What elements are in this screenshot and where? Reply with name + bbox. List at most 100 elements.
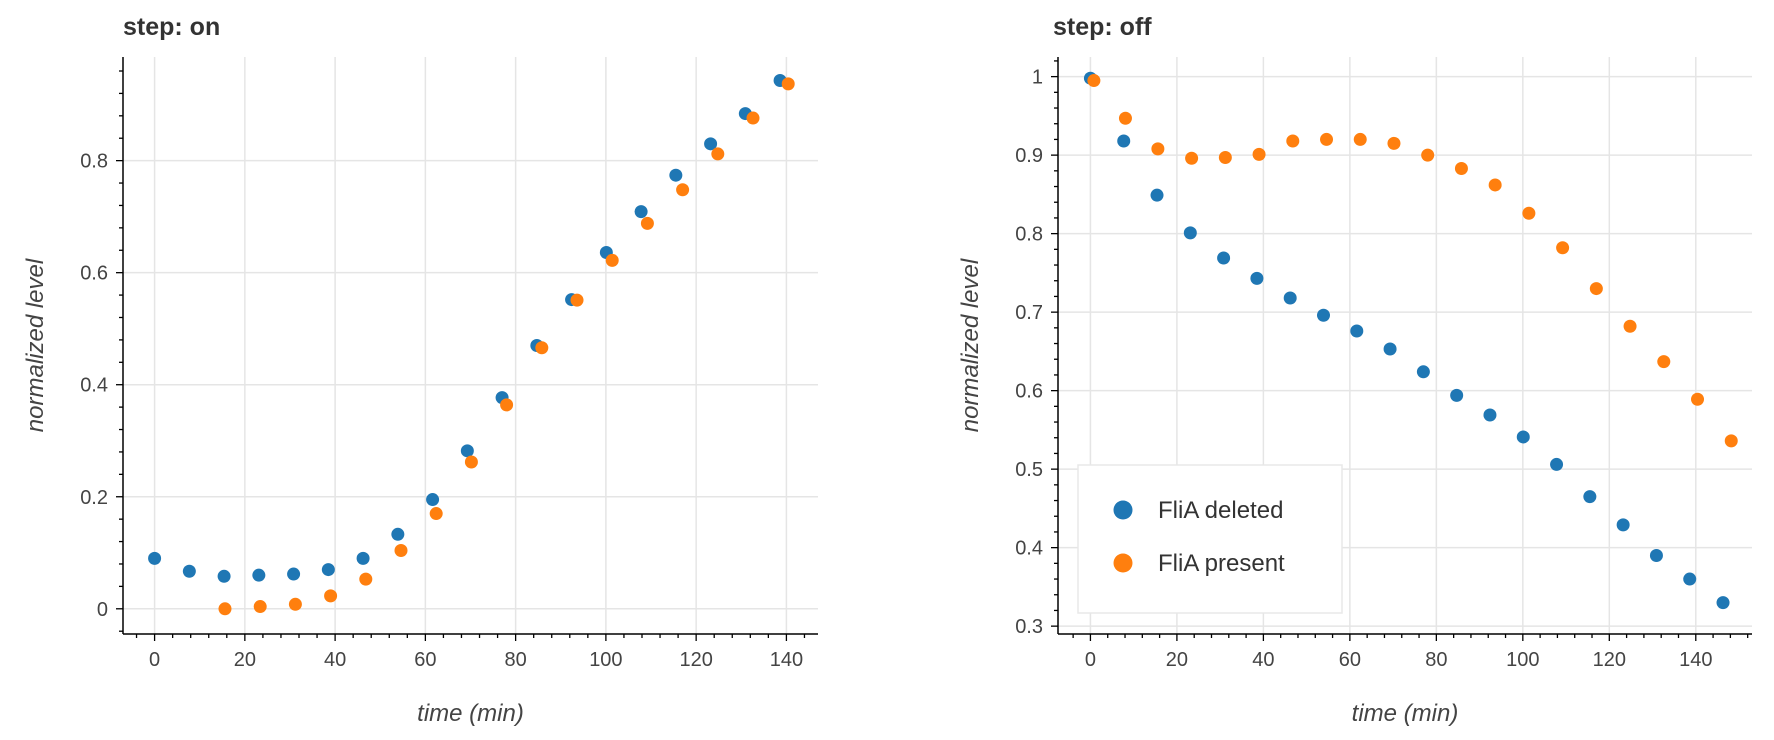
x-tick-label: 0 — [149, 649, 160, 671]
data-point — [391, 527, 405, 541]
data-point — [1218, 150, 1232, 164]
x-tick-label: 60 — [414, 649, 436, 671]
y-tick-label: 0.5 — [1015, 459, 1043, 481]
x-tick-label: 120 — [1593, 649, 1626, 671]
data-point — [1623, 319, 1637, 333]
data-point — [1483, 408, 1497, 422]
x-tick-label: 0 — [1085, 649, 1096, 671]
x-tick-labels: 0 20 40 60 80 100 120 140 — [149, 649, 803, 671]
y-tick-label: 0 — [97, 599, 108, 621]
legend-box — [1077, 464, 1343, 614]
data-point — [1657, 355, 1671, 369]
data-point — [1150, 188, 1164, 202]
data-point — [1252, 147, 1266, 161]
legend: FliA deleted FliA present — [1077, 464, 1343, 614]
data-point — [1283, 291, 1297, 305]
x-axis-label: time (min) — [1352, 700, 1459, 727]
data-point — [1118, 111, 1132, 125]
data-point — [253, 600, 267, 614]
data-point — [356, 551, 370, 565]
data-point — [500, 398, 514, 412]
data-point — [1217, 251, 1231, 265]
y-tick-label: 0.3 — [1015, 616, 1043, 638]
data-point — [429, 507, 443, 521]
y-tick-label: 0.6 — [80, 263, 108, 285]
data-point — [711, 147, 725, 161]
x-tick-label: 80 — [1425, 649, 1447, 671]
data-point — [1286, 134, 1300, 148]
data-point — [1183, 226, 1197, 240]
legend-marker-fliA-present — [1113, 553, 1133, 573]
legend-marker-fliA-deleted — [1113, 500, 1133, 520]
data-point — [394, 544, 408, 558]
data-point — [1250, 271, 1264, 285]
data-point — [287, 567, 301, 581]
data-point — [426, 493, 440, 507]
data-point — [1583, 490, 1597, 504]
data-point — [570, 293, 584, 307]
data-point — [1454, 161, 1468, 175]
data-point — [676, 183, 690, 197]
x-tick-label: 20 — [1166, 649, 1188, 671]
data-point — [1416, 365, 1430, 379]
grid-lines — [123, 57, 818, 634]
data-point — [1716, 596, 1730, 610]
x-tick-label: 80 — [505, 649, 527, 671]
data-point — [669, 168, 683, 182]
x-tick-label: 100 — [1506, 649, 1539, 671]
data-point — [182, 564, 196, 578]
data-point — [288, 597, 302, 611]
data-point — [781, 77, 795, 91]
data-points — [1083, 71, 1738, 610]
y-tick-label: 0.2 — [80, 487, 108, 509]
data-point — [1683, 572, 1697, 586]
data-point — [1383, 342, 1397, 356]
x-tick-label: 140 — [1679, 649, 1712, 671]
data-point — [1185, 151, 1199, 165]
data-point — [1649, 548, 1663, 562]
data-point — [1589, 282, 1603, 296]
tick-marks — [1051, 60, 1749, 641]
data-point — [1616, 518, 1630, 532]
x-tick-label: 120 — [679, 649, 712, 671]
y-tick-label: 0.4 — [1015, 538, 1043, 560]
plot-step-off: step: off 0 20 40 60 80 100 120 140 0.3 … — [957, 13, 1752, 727]
plot-title: step: off — [1053, 13, 1152, 41]
data-point — [1556, 241, 1570, 255]
x-tick-label: 40 — [1252, 649, 1274, 671]
data-point — [746, 111, 760, 125]
data-point — [1320, 132, 1334, 146]
data-point — [535, 341, 549, 355]
data-point — [1353, 132, 1367, 146]
y-axis-label: normalized level — [22, 258, 49, 432]
x-tick-label: 60 — [1339, 649, 1361, 671]
tick-marks — [116, 70, 806, 641]
legend-label-fliA-present: FliA present — [1158, 550, 1285, 577]
y-tick-label: 0.8 — [80, 151, 108, 173]
data-point — [1151, 142, 1165, 156]
x-tick-label: 100 — [589, 649, 622, 671]
y-tick-label: 0.8 — [1015, 224, 1043, 246]
data-point — [640, 216, 654, 230]
data-point — [1550, 457, 1564, 471]
data-point — [1421, 148, 1435, 162]
x-tick-label: 40 — [324, 649, 346, 671]
data-point — [1450, 388, 1464, 402]
x-axis-label: time (min) — [417, 700, 524, 727]
y-tick-label: 0.4 — [80, 375, 108, 397]
data-point — [1316, 308, 1330, 322]
plot-title: step: on — [123, 13, 220, 41]
data-point — [634, 205, 648, 219]
data-point — [217, 569, 231, 583]
y-axis-label: normalized level — [957, 258, 984, 432]
x-tick-labels: 0 20 40 60 80 100 120 140 — [1085, 649, 1713, 671]
y-tick-label: 1 — [1032, 67, 1043, 89]
data-point — [605, 253, 619, 267]
data-point — [1522, 206, 1536, 220]
data-point — [464, 455, 478, 469]
data-point — [1350, 324, 1364, 338]
y-tick-labels: 0 0.2 0.4 0.6 0.8 — [80, 151, 108, 621]
data-point — [321, 563, 335, 577]
y-tick-label: 0.6 — [1015, 381, 1043, 403]
data-point — [218, 602, 232, 616]
